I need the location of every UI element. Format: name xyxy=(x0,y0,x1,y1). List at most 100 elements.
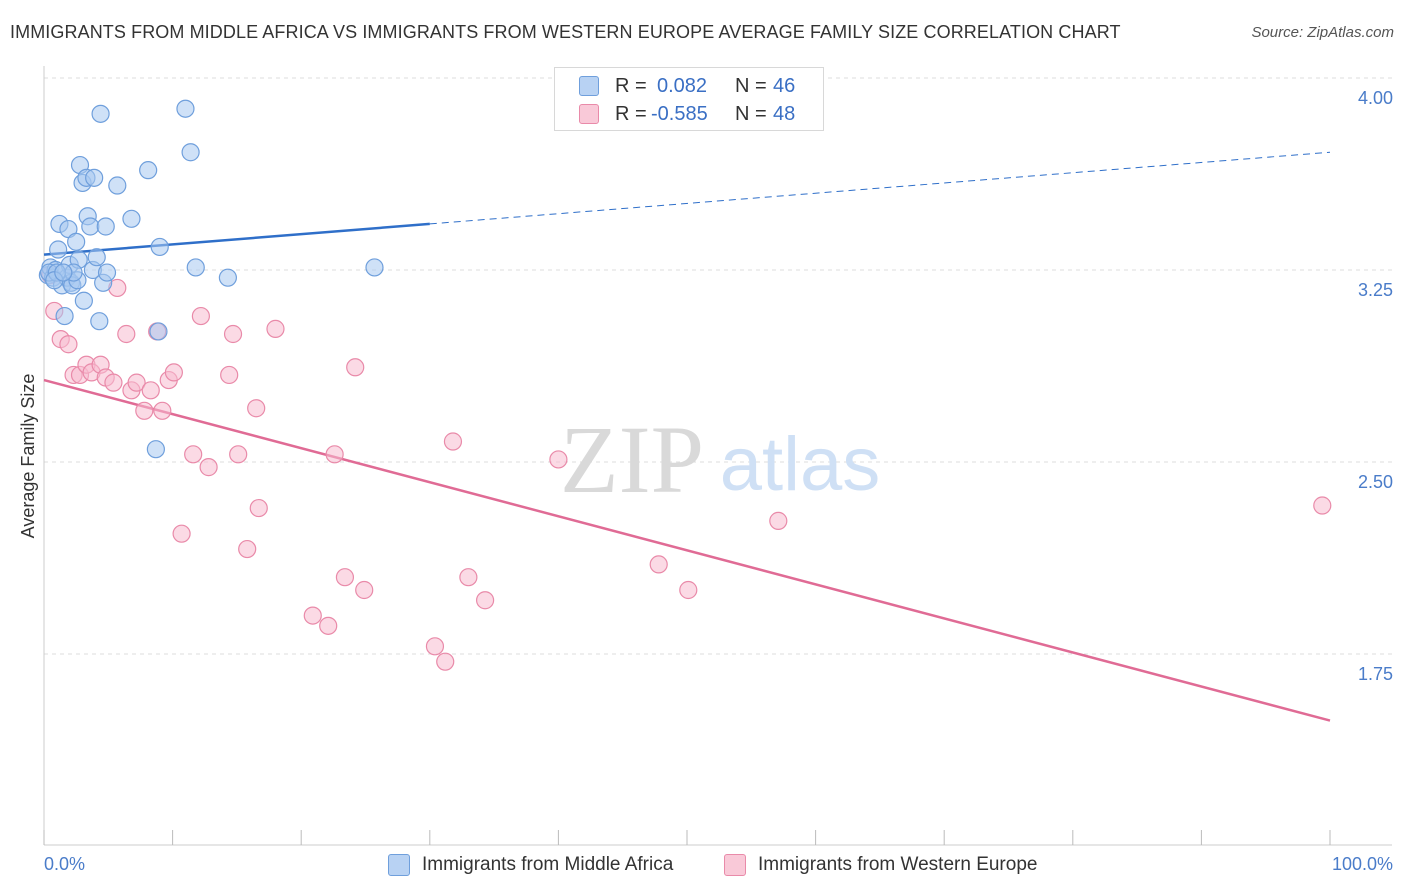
data-point-middle-africa xyxy=(186,258,205,277)
y-tick-label: 2.50 xyxy=(1358,472,1393,492)
legend-r-label: R = xyxy=(615,74,647,97)
series-middle-africa xyxy=(38,99,384,459)
data-point-middle-africa xyxy=(181,143,200,162)
data-point-western-europe xyxy=(223,324,243,344)
trend-line-western-europe xyxy=(43,378,1331,722)
legend-n-value: 46 xyxy=(773,74,796,97)
data-point-middle-africa xyxy=(218,268,237,287)
data-point-western-europe xyxy=(346,358,365,377)
bottom-legend-label-blue: Immigrants from Middle Africa xyxy=(422,854,674,875)
data-point-western-europe xyxy=(238,539,257,559)
data-point-western-europe xyxy=(303,606,322,625)
bottom-legend-swatch-blue xyxy=(388,854,410,876)
legend-r-value: -0.585 xyxy=(651,102,708,125)
data-point-western-europe xyxy=(127,373,146,392)
data-point-middle-africa xyxy=(49,240,68,259)
data-point-western-europe xyxy=(335,568,355,587)
data-point-middle-africa xyxy=(90,312,109,331)
data-point-western-europe xyxy=(153,401,172,420)
data-point-western-europe xyxy=(1313,496,1332,515)
legend-row-western-europe: R = -0.585 N = 48 xyxy=(579,102,795,126)
x-tick-label-min: 0.0% xyxy=(44,854,85,874)
legend-n-label: N = xyxy=(735,74,767,97)
legend-r-value: 0.082 xyxy=(657,74,708,97)
legend-swatch-blue xyxy=(579,76,599,96)
grid-lines xyxy=(44,77,1392,655)
data-point-western-europe xyxy=(104,373,123,392)
data-point-middle-africa xyxy=(87,248,106,267)
legend-row-middle-africa: R = 0.082 N = 46 xyxy=(579,74,795,98)
y-tick-label: 4.00 xyxy=(1358,88,1393,108)
data-point-western-europe xyxy=(355,580,374,600)
data-point-western-europe xyxy=(184,445,203,464)
watermark-zip: ZIP xyxy=(560,406,704,513)
source-credit: Source: ZipAtlas.com xyxy=(1251,24,1394,41)
data-point-middle-africa xyxy=(176,99,195,118)
legend-r-label: R = xyxy=(615,102,647,125)
data-point-western-europe xyxy=(475,591,495,610)
data-point-western-europe xyxy=(117,324,136,344)
data-point-middle-africa xyxy=(146,440,165,459)
data-point-western-europe xyxy=(135,401,154,420)
data-point-western-europe xyxy=(164,363,183,382)
data-point-middle-africa xyxy=(97,263,117,282)
y-tick-label: 1.75 xyxy=(1358,664,1393,684)
data-point-western-europe xyxy=(769,511,788,530)
data-point-western-europe xyxy=(199,458,218,477)
data-point-middle-africa xyxy=(81,217,100,236)
data-point-western-europe xyxy=(325,445,344,464)
axes xyxy=(43,66,1392,846)
data-point-western-europe xyxy=(319,616,338,635)
data-point-western-europe xyxy=(443,432,463,451)
data-point-western-europe xyxy=(459,568,478,587)
data-point-western-europe xyxy=(141,381,160,400)
data-point-western-europe xyxy=(172,524,191,543)
data-point-western-europe xyxy=(266,319,285,338)
stats-legend: R = 0.082 N = 46 R = -0.585 N = 48 xyxy=(554,67,824,131)
data-point-western-europe xyxy=(229,445,248,464)
data-point-middle-africa xyxy=(139,161,158,180)
trend-line-middle-africa-projection xyxy=(429,151,1331,225)
data-point-middle-africa xyxy=(85,168,104,187)
data-point-middle-africa xyxy=(365,258,384,277)
series-western-europe xyxy=(41,266,1332,671)
data-point-middle-africa xyxy=(96,217,115,236)
bottom-legend-label-pink: Immigrants from Western Europe xyxy=(758,854,1038,875)
legend-swatch-pink xyxy=(579,104,599,124)
x-ticks xyxy=(43,830,1331,845)
data-point-western-europe xyxy=(649,555,668,574)
chart-title: IMMIGRANTS FROM MIDDLE AFRICA VS IMMIGRA… xyxy=(10,22,1121,42)
data-point-middle-africa xyxy=(108,176,127,195)
legend-n-value: 48 xyxy=(773,102,796,125)
watermark: ZIP atlas xyxy=(560,406,880,513)
data-point-western-europe xyxy=(425,637,445,656)
data-point-western-europe xyxy=(249,498,268,518)
y-tick-label: 3.25 xyxy=(1358,280,1393,300)
bottom-legend-western-europe: Immigrants from Western Europe xyxy=(724,852,1037,878)
legend-n-label: N = xyxy=(735,102,767,125)
data-point-middle-africa xyxy=(67,232,86,251)
bottom-legend-swatch-pink xyxy=(724,854,746,876)
data-point-middle-africa xyxy=(150,237,169,257)
data-point-western-europe xyxy=(247,399,266,418)
data-point-middle-africa xyxy=(91,104,110,123)
data-point-middle-africa xyxy=(122,209,141,228)
trend-lines xyxy=(43,151,1331,722)
y-axis-label: Average Family Size xyxy=(18,374,38,539)
data-point-middle-africa xyxy=(149,322,168,341)
data-point-middle-africa xyxy=(54,263,73,282)
data-point-western-europe xyxy=(549,450,568,469)
bottom-legend-middle-africa: Immigrants from Middle Africa xyxy=(388,852,673,878)
y-tick-labels: 1.75 2.50 3.25 4.00 xyxy=(1358,88,1393,684)
data-point-western-europe xyxy=(59,335,78,354)
trend-line-middle-africa xyxy=(43,222,430,256)
data-point-middle-africa xyxy=(74,291,93,310)
x-tick-label-max: 100.0% xyxy=(1332,854,1393,874)
data-point-western-europe xyxy=(220,365,239,385)
data-point-middle-africa xyxy=(55,306,74,326)
data-point-western-europe xyxy=(436,652,455,671)
data-point-western-europe xyxy=(679,580,698,600)
watermark-atlas: atlas xyxy=(720,422,881,507)
data-point-western-europe xyxy=(191,306,210,326)
